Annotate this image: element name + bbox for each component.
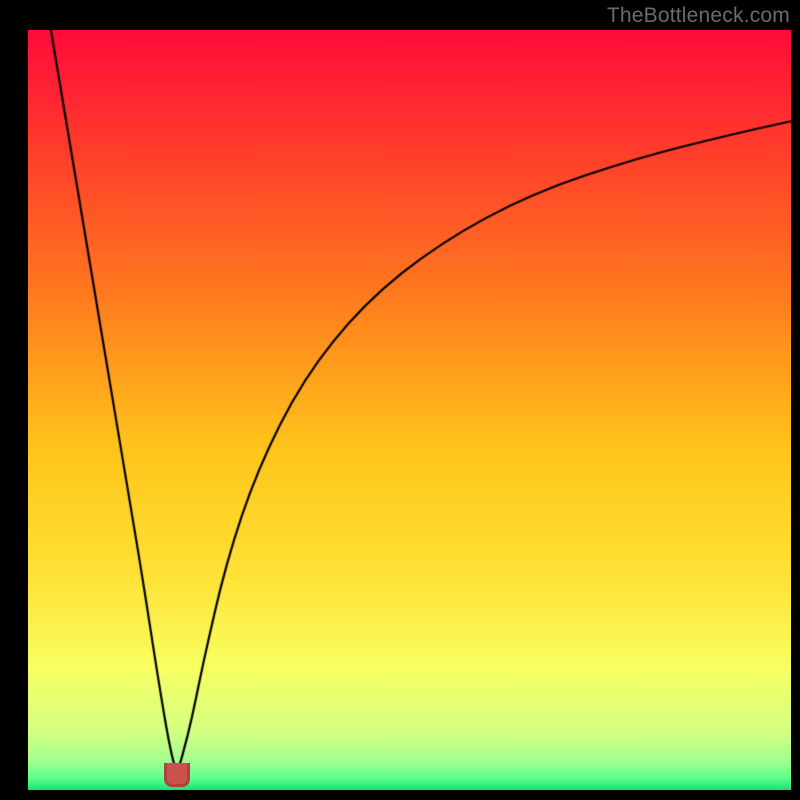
watermark-text: TheBottleneck.com [607, 4, 790, 28]
optimal-marker [164, 763, 190, 787]
plot-area [28, 30, 791, 790]
bottleneck-curve [28, 30, 791, 790]
plot-outer-frame [0, 0, 800, 800]
